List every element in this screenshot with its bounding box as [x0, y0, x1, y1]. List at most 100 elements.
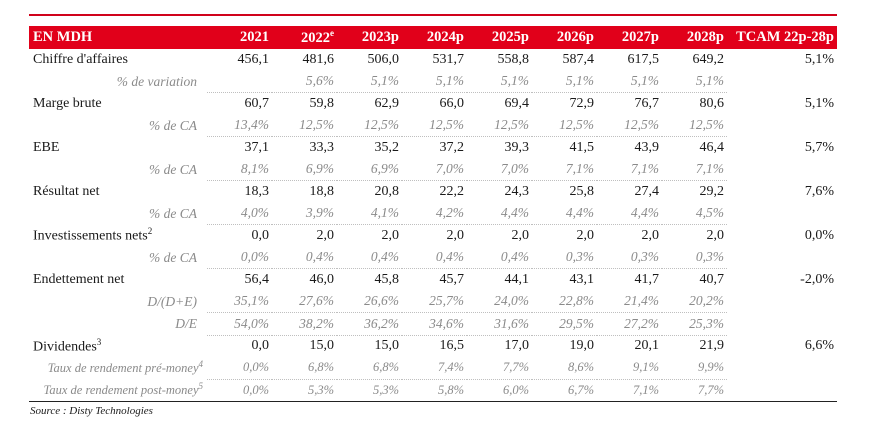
cell-value: 22,2	[439, 183, 465, 199]
cell-cagr	[727, 71, 837, 93]
cell-value: 45,8	[374, 271, 400, 287]
cell-cagr: 6,6%	[804, 338, 834, 353]
cell-value: 0,3%	[662, 246, 727, 269]
row-label: Taux de rendement pré-money4	[47, 359, 203, 376]
cell-value: 12,5%	[467, 114, 532, 137]
cell-value: 17,0	[504, 338, 530, 354]
cell-value: 62,9	[374, 95, 400, 111]
cell-value: 60,7	[244, 95, 270, 111]
cell-value: 24,0%	[467, 290, 532, 313]
cell-value: 649,2	[692, 51, 725, 67]
cell-value: 27,6%	[272, 290, 337, 313]
cell-cagr: 5,1%	[804, 95, 834, 111]
cell-value: 12,5%	[662, 114, 727, 137]
cell-value: 5,1%	[467, 70, 532, 93]
cell-value: 26,6%	[337, 290, 402, 313]
cell-value: 44,1	[504, 271, 530, 287]
cell-value: 481,6	[302, 51, 335, 67]
header-year: 2023p	[361, 29, 399, 45]
cell-value: 7,0%	[467, 158, 532, 181]
cell-value: 4,1%	[337, 202, 402, 225]
cell-value: 18,8	[309, 183, 335, 199]
cell-value: 21,4%	[597, 290, 662, 313]
cell-value: 69,4	[504, 95, 530, 111]
row-label: % de CA	[149, 117, 197, 133]
cell-value: 20,2%	[662, 290, 727, 313]
cell-value: 5,1%	[337, 70, 402, 93]
cell-value: 15,0	[374, 338, 400, 354]
cell-value: 7,1%	[597, 158, 662, 181]
cell-value: 25,3%	[662, 312, 727, 336]
table-subrow: % de CA 8,1% 6,9% 6,9% 7,0% 7,0% 7,1% 7,1% 7,1%	[29, 158, 837, 181]
cell-value: 5,1%	[402, 70, 467, 93]
table-subrow: Taux de rendement post-money5 0,0% 5,3% 5,3…	[29, 379, 837, 402]
cell-value: 80,6	[699, 95, 725, 111]
cell-value: 33,3	[309, 139, 335, 155]
forecast-table: EN MDH 2021 2022e 2023p 2024p 2025p 2026…	[29, 26, 837, 402]
cell-value: 5,1%	[662, 70, 727, 93]
cell-cagr: 7,6%	[804, 183, 834, 199]
source-note: Source : Disty Technologies	[30, 405, 153, 417]
row-label: Dividendes3	[33, 336, 102, 355]
cell-value: 41,5	[569, 139, 595, 155]
cell-value: 0,4%	[337, 246, 402, 269]
financial-table-container: EN MDH 2021 2022e 2023p 2024p 2025p 2026…	[29, 14, 837, 417]
cell-value: 5,3%	[337, 379, 402, 402]
cell-value: 2,0	[446, 227, 465, 243]
cell-value: 38,2%	[272, 312, 337, 336]
cell-cagr: 5,1%	[804, 51, 834, 67]
header-year: 2022e	[301, 28, 334, 46]
cell-value: 76,7	[634, 95, 660, 111]
cell-value: 7,7%	[662, 379, 727, 402]
cell-value: 2,0	[316, 227, 335, 243]
cell-value: 0,0%	[207, 357, 272, 380]
cell-value: 5,8%	[402, 379, 467, 402]
cell-cagr: -2,0%	[800, 271, 834, 287]
cell-value: 25,8	[569, 183, 595, 199]
cell-value: 56,4	[244, 271, 270, 287]
row-label: % de variation	[116, 73, 197, 89]
cell-value: 40,7	[699, 271, 725, 287]
cell-value: 43,9	[634, 139, 660, 155]
cell-value: 5,6%	[272, 70, 337, 93]
cell-value: 5,1%	[532, 70, 597, 93]
row-label: Taux de rendement post-money5	[29, 379, 207, 402]
cell-value: 7,1%	[662, 158, 727, 181]
row-label: Investissements nets2	[33, 226, 153, 244]
cell-value: 20,8	[374, 183, 400, 199]
cell-cagr	[727, 379, 837, 402]
cell-value: 12,5%	[597, 114, 662, 137]
cell-value: 0,0	[251, 227, 270, 243]
cell-cagr	[727, 291, 837, 313]
cell-value: 558,8	[497, 51, 530, 67]
cell-value: 456,1	[237, 51, 270, 67]
cell-value: 7,7%	[467, 357, 532, 380]
cell-value: 19,0	[569, 338, 595, 354]
cell-value: 0,4%	[467, 246, 532, 269]
table-header-row: EN MDH 2021 2022e 2023p 2024p 2025p 2026…	[29, 26, 837, 49]
cell-value: 59,8	[309, 95, 335, 111]
header-year: 2024p	[426, 29, 464, 45]
cell-cagr: 0,0%	[804, 227, 834, 243]
table-row: Dividendes3 0,0 15,0 15,0 16,5 17,0 19,0 20,1 21…	[29, 335, 837, 357]
cell-value: 3,9%	[272, 202, 337, 225]
row-label: % de CA	[149, 205, 197, 221]
cell-value: 37,1	[244, 139, 270, 155]
cell-value: 46,4	[699, 139, 725, 155]
cell-value: 36,2%	[337, 312, 402, 336]
header-year: 2027p	[621, 29, 659, 45]
cell-value: 2,0	[706, 227, 725, 243]
table-subrow: D/E 54,0% 38,2% 36,2% 34,6% 31,6% 29,5% 27,2% 25…	[29, 312, 837, 336]
table-subrow: % de CA 13,4% 12,5% 12,5% 12,5% 12,5% 12,5% 12,…	[29, 114, 837, 137]
cell-value: 6,7%	[532, 379, 597, 402]
cell-value: 531,7	[432, 51, 465, 67]
cell-value: 4,2%	[402, 202, 467, 225]
cell-cagr	[727, 203, 837, 225]
cell-value: 34,6%	[402, 312, 467, 336]
row-label: Chiffre d'affaires	[33, 51, 128, 67]
cell-value: 21,9	[699, 338, 725, 354]
row-label: Endettement net	[33, 271, 125, 287]
cell-value: 2,0	[381, 227, 400, 243]
cell-value: 39,3	[504, 139, 530, 155]
cell-value: 4,4%	[467, 202, 532, 225]
